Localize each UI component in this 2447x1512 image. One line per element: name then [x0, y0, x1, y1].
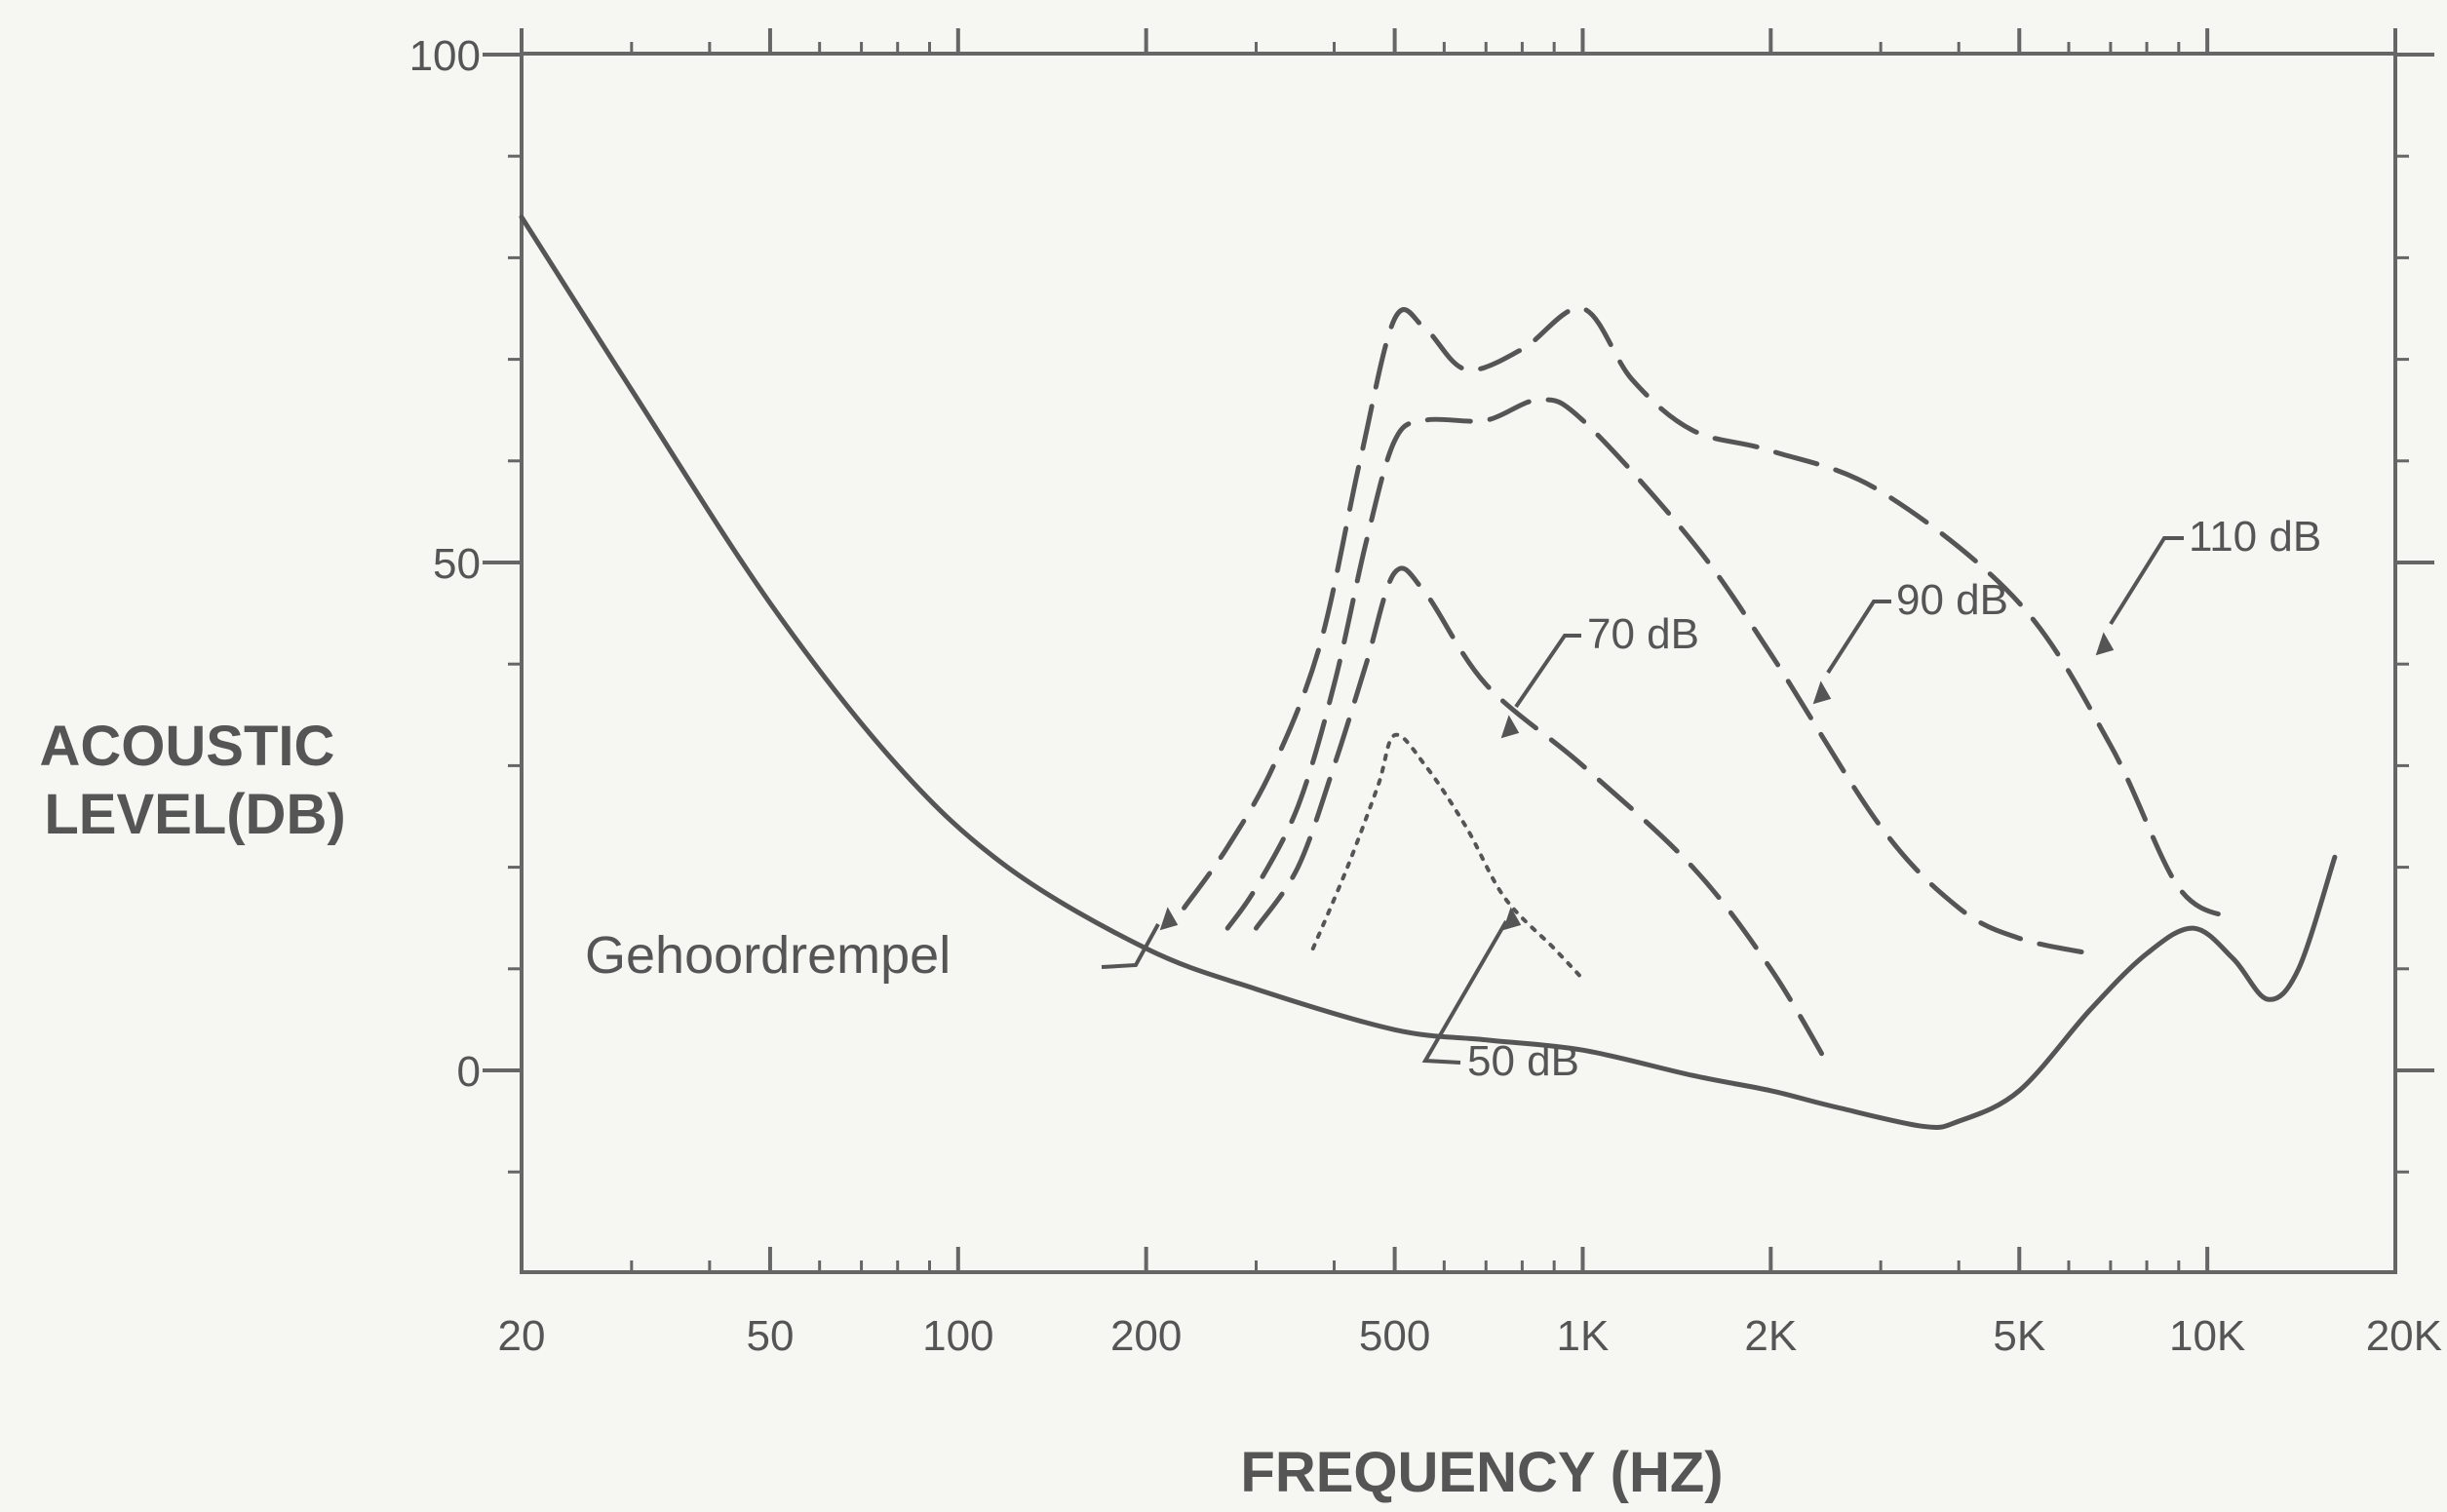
annotation-leader	[1101, 923, 1160, 969]
x-axis: 20 50 100 200 500 1K 2K 5K 10K 20K	[498, 28, 2442, 1360]
annotation-arrowhead	[1159, 907, 1179, 931]
annotations: Gehoordrempel 50 dB 70 dB 90 dB 110 dB	[585, 513, 2321, 1085]
y-axis-title-line-2: LEVEL(DB)	[44, 783, 345, 846]
x-tick-label: 100	[922, 1312, 993, 1360]
annotation-leader	[1514, 634, 1581, 709]
x-tick-label: 200	[1110, 1312, 1182, 1360]
y-axis-title: ACOUSTIC LEVEL(DB)	[39, 715, 350, 846]
y-axis-title-line-1: ACOUSTIC	[39, 715, 334, 778]
x-tick-label: 2K	[1744, 1312, 1797, 1360]
x-tick-label: 1K	[1557, 1312, 1610, 1360]
x-tick-label: 20	[498, 1312, 546, 1360]
annotation-arrowhead	[1500, 715, 1520, 739]
series-layer	[519, 214, 2338, 1130]
x-tick-label: 10K	[2169, 1312, 2245, 1360]
x-tick-label: 20K	[2366, 1312, 2442, 1360]
x-tick-label: 5K	[1993, 1312, 2045, 1360]
y-tick-label: 50	[433, 540, 481, 588]
series-line-90-db	[1224, 397, 2093, 956]
annotation-arrowhead	[2095, 632, 2115, 656]
series-line-70-db	[1254, 565, 1834, 1073]
annotation-arrowhead	[1812, 680, 1832, 705]
annotation-leader	[2109, 536, 2184, 626]
annotation-leader	[1826, 600, 1891, 675]
annotation-label-70-db: 70 dB	[1587, 610, 1699, 658]
annotation-label-110-db: 110 dB	[2189, 513, 2321, 561]
annotation-label-50-db: 50 dB	[1467, 1037, 1579, 1085]
series-line-110-db	[1182, 305, 2236, 921]
series-line-50-db	[1310, 732, 1585, 982]
y-tick-label: 0	[457, 1048, 481, 1096]
annotation-arrowhead	[1502, 907, 1522, 931]
y-axis: 0 50 100	[409, 32, 2434, 1174]
x-tick-label: 50	[746, 1312, 794, 1360]
plot-frame	[520, 52, 2397, 1274]
annotation-label-90-db: 90 dB	[1896, 576, 2008, 624]
x-tick-label: 500	[1359, 1312, 1430, 1360]
series-line-gehoordrempel	[519, 214, 2338, 1130]
y-tick-label: 100	[409, 32, 481, 80]
annotation-leader	[1421, 919, 1508, 1065]
annotation-label-gehoordrempel: Gehoordrempel	[585, 926, 951, 985]
x-axis-title: FREQUENCY (HZ)	[1240, 1441, 1723, 1504]
